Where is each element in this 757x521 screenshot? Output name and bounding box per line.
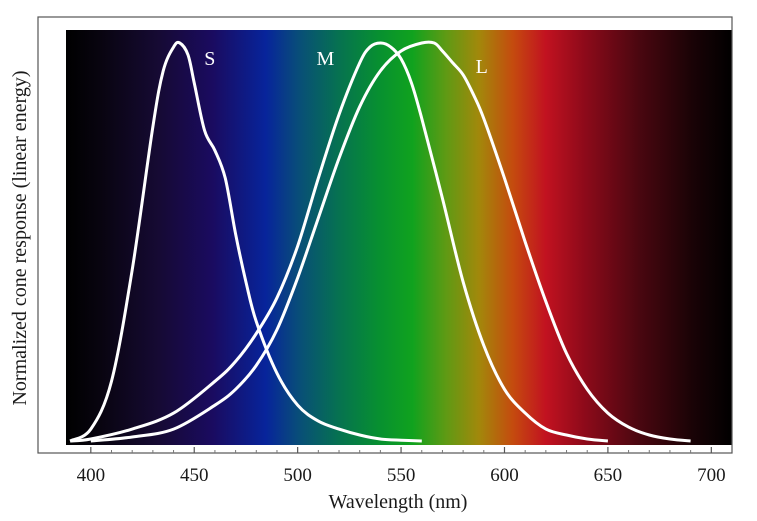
curve-L — [90, 40, 691, 443]
x-tick-label-700: 700 — [697, 465, 726, 486]
x-tick-label-400: 400 — [77, 465, 106, 486]
cone-response-curves — [69, 40, 691, 443]
curve-M — [69, 41, 609, 443]
y-axis-title: Normalized cone response (linear energy) — [9, 70, 31, 405]
curve-label-L: L — [476, 56, 488, 78]
plot-frame — [37, 16, 733, 454]
x-tick-label-600: 600 — [490, 465, 519, 486]
x-axis-title: Wavelength (nm) — [329, 491, 468, 513]
x-tick-label-550: 550 — [387, 465, 416, 486]
x-tick-label-650: 650 — [594, 465, 623, 486]
spectrum-background — [66, 30, 732, 445]
curve-label-S: S — [204, 48, 215, 70]
x-axis-ticks — [90, 447, 712, 453]
curve-label-M: M — [316, 48, 334, 70]
x-axis-tick-labels: 400 450 500 550 600 650 700 — [77, 465, 726, 486]
x-tick-label-450: 450 — [180, 465, 209, 486]
curve-S — [69, 40, 422, 443]
x-tick-label-500: 500 — [283, 465, 312, 486]
